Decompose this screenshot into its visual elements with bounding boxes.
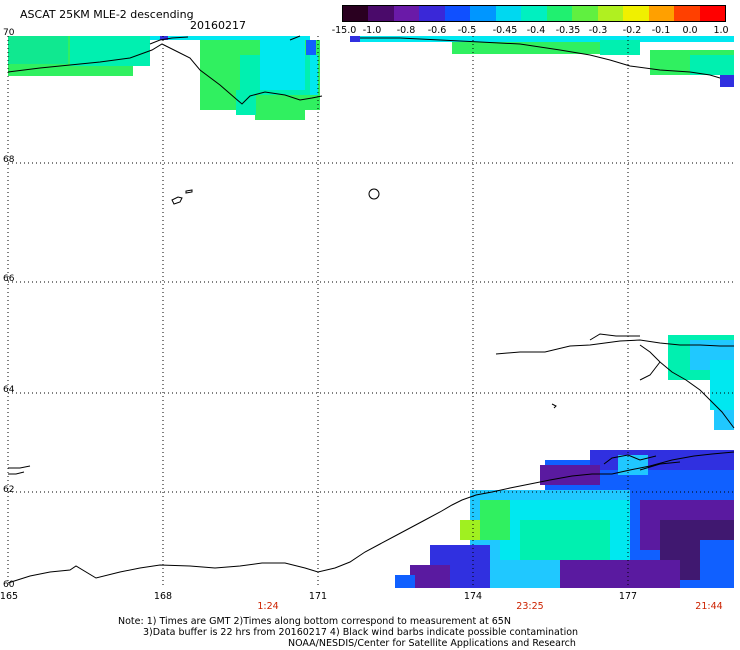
- color-bar-label: -0.5: [457, 25, 477, 36]
- data-cell: [310, 55, 318, 95]
- lat-label: 66: [3, 274, 15, 284]
- note-line-2: 3)Data buffer is 22 hrs from 20160217 4)…: [143, 627, 579, 638]
- note-line-3: NOAA/NESDIS/Center for Satellite Applica…: [288, 638, 576, 649]
- color-bar-segment: [546, 6, 573, 21]
- lon-label: 171: [308, 591, 328, 602]
- time-label: 23:25: [516, 601, 544, 612]
- data-cell: [714, 410, 734, 430]
- map-date: 20160217: [190, 19, 246, 32]
- color-bar-label: -0.45: [492, 25, 518, 36]
- data-cell: [236, 90, 256, 115]
- color-bar-label: -0.6: [427, 25, 447, 36]
- lat-label: 64: [3, 385, 15, 395]
- lat-label: 60: [3, 580, 15, 590]
- color-bar-segment: [572, 6, 598, 21]
- color-bar-segment: [648, 6, 675, 21]
- color-bar-label: -0.8: [396, 25, 416, 36]
- color-bar-segment: [368, 6, 394, 21]
- data-cell: [8, 36, 68, 64]
- data-cell: [560, 560, 680, 588]
- color-bar-label: -0.35: [555, 25, 581, 36]
- color-bar-label: -15.0: [331, 25, 357, 36]
- coastline: [7, 35, 735, 584]
- data-cell: [700, 540, 734, 588]
- data-cell: [480, 500, 510, 540]
- data-cell: [260, 40, 305, 90]
- color-bar-segment: [444, 6, 471, 21]
- color-bar-segment: [343, 6, 369, 21]
- data-cell: [70, 36, 150, 66]
- lat-label: 70: [3, 28, 15, 38]
- data-cell: [160, 36, 168, 40]
- color-bar-label: 0.0: [682, 25, 698, 36]
- map-title: ASCAT 25KM MLE-2 descending: [20, 8, 194, 21]
- color-bar-segment: [623, 6, 649, 21]
- color-bar-segment: [674, 6, 700, 21]
- data-cell: [395, 575, 415, 588]
- data-cell: [690, 55, 734, 75]
- color-bar-segment: [699, 6, 726, 21]
- lat-label: 62: [3, 485, 15, 495]
- data-cell: [306, 40, 316, 55]
- data-cell: [600, 40, 640, 55]
- data-cell: [410, 565, 450, 588]
- data-cell: [452, 42, 632, 54]
- time-label: 1:24: [257, 601, 279, 612]
- lat-label: 68: [3, 155, 15, 165]
- color-bar-label: -0.4: [526, 25, 546, 36]
- color-bar-label: 1.0: [713, 25, 729, 36]
- color-bar-segment: [419, 6, 445, 21]
- color-bar-segment: [393, 6, 420, 21]
- color-bar-label: -0.3: [588, 25, 608, 36]
- data-cell: [350, 36, 734, 42]
- color-bar-label: -0.2: [622, 25, 642, 36]
- color-bar-segment: [597, 6, 624, 21]
- lon-label: 165: [0, 591, 19, 602]
- color-bar-segment: [521, 6, 547, 21]
- color-bar: [342, 5, 726, 22]
- data-cells: [8, 36, 734, 588]
- lon-label: 177: [618, 591, 638, 602]
- data-cell: [350, 36, 360, 42]
- lon-label: 174: [463, 591, 483, 602]
- data-cell: [520, 520, 610, 560]
- data-cell: [710, 360, 734, 410]
- note-line-1: Note: 1) Times are GMT 2)Times along bot…: [118, 616, 511, 627]
- data-cell: [540, 465, 600, 485]
- color-bar-label: -0.1: [651, 25, 671, 36]
- color-bar-segment: [495, 6, 522, 21]
- lon-label: 168: [153, 591, 173, 602]
- data-cell: [590, 450, 734, 470]
- data-cell: [720, 75, 734, 87]
- data-cell: [460, 520, 480, 540]
- time-label: 21:44: [695, 601, 723, 612]
- color-bar-segment: [470, 6, 496, 21]
- data-cell: [150, 36, 310, 40]
- color-bar-label: -1.0: [362, 25, 382, 36]
